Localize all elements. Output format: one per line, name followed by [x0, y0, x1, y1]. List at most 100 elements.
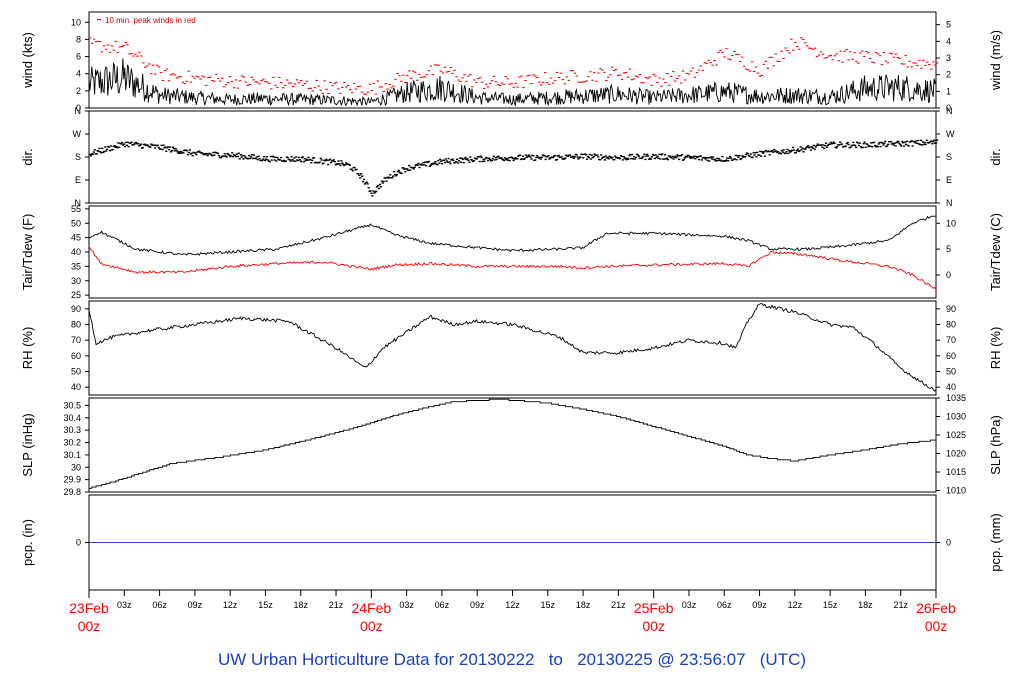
peak-wind-point: [741, 56, 744, 58]
direction-point: [739, 158, 742, 161]
direction-point: [297, 159, 300, 162]
peak-wind-point: [311, 90, 314, 92]
peak-wind-point: [500, 82, 504, 84]
peak-wind-point: [804, 42, 807, 44]
direction-point: [768, 154, 771, 156]
direction-point: [878, 141, 881, 144]
peak-wind-point: [427, 70, 431, 72]
direction-point: [328, 159, 331, 161]
peak-wind-point: [644, 76, 647, 78]
peak-wind-point: [898, 57, 901, 59]
direction-point: [816, 143, 819, 145]
direction-point: [658, 153, 661, 156]
direction-point: [883, 142, 886, 144]
ytick-label-left: 50: [71, 367, 81, 377]
direction-point: [149, 146, 152, 148]
direction-point: [445, 160, 448, 162]
direction-point: [326, 159, 329, 161]
direction-point: [811, 147, 814, 149]
peak-wind-point: [364, 93, 368, 95]
footer-title-suffix: 20130225 @ 23:56:07: [577, 650, 746, 669]
direction-point: [325, 158, 328, 161]
direction-point: [796, 148, 799, 150]
direction-point: [462, 162, 465, 164]
direction-point: [162, 144, 165, 146]
peak-wind-point: [630, 79, 634, 81]
ytick-label-left: 6: [76, 52, 81, 62]
peak-wind-point: [437, 64, 440, 66]
peak-wind-point: [646, 77, 649, 79]
peak-wind-point: [597, 72, 600, 74]
direction-point: [411, 167, 414, 169]
peak-wind-point: [457, 79, 460, 81]
peak-wind-point: [439, 70, 442, 72]
direction-point: [577, 158, 580, 160]
direction-point: [121, 144, 125, 146]
peak-wind-point: [102, 45, 106, 47]
peak-wind-point: [754, 66, 758, 68]
peak-wind-point: [138, 51, 141, 53]
peak-wind-point: [613, 69, 616, 71]
peak-wind-point: [315, 79, 318, 81]
direction-point: [589, 158, 592, 160]
direction-point: [712, 156, 715, 158]
direction-point: [265, 156, 269, 158]
direction-point: [644, 158, 647, 161]
peak-wind-point: [165, 68, 169, 70]
direction-point: [861, 146, 864, 149]
direction-point: [491, 157, 494, 160]
direction-point: [120, 143, 123, 145]
direction-point: [438, 162, 441, 164]
direction-point: [688, 156, 691, 158]
direction-point: [240, 156, 243, 158]
direction-point: [884, 140, 887, 143]
direction-point: [378, 183, 382, 186]
direction-point: [137, 142, 140, 145]
peak-wind-point: [217, 77, 220, 79]
peak-wind-point: [534, 75, 537, 77]
direction-point: [409, 169, 412, 171]
direction-point: [487, 159, 490, 162]
direction-point: [434, 161, 437, 163]
direction-point: [505, 158, 509, 160]
peak-wind-point: [264, 81, 267, 83]
direction-point: [835, 147, 838, 149]
direction-point: [488, 157, 491, 160]
direction-point: [650, 156, 653, 158]
direction-point: [273, 159, 276, 161]
ytick-label-left: 30.3: [63, 425, 81, 435]
direction-point: [692, 157, 695, 159]
direction-point: [882, 144, 885, 146]
x-axis: 03z 06z 09z 12z 15z 18z 21z 03z 06z 09z 12z 15z 18z 2…: [69, 590, 956, 634]
direction-point: [753, 154, 756, 156]
peak-wind-point: [670, 75, 673, 77]
direction-point: [276, 156, 279, 159]
direction-point: [581, 153, 584, 156]
series-mean-wind: [88, 58, 937, 107]
peak-wind-point: [542, 81, 545, 83]
direction-point: [522, 158, 526, 160]
direction-point: [255, 156, 258, 158]
peak-wind-point: [904, 55, 907, 57]
peak-wind-point: [100, 51, 104, 53]
peak-wind-point: [662, 78, 665, 80]
peak-wind-point: [890, 53, 894, 55]
direction-point: [585, 158, 589, 160]
peak-wind-point: [703, 62, 706, 64]
ytick-label-left: 25: [71, 290, 81, 300]
direction-point: [887, 143, 890, 145]
direction-point: [763, 155, 766, 157]
direction-point: [337, 160, 340, 162]
peak-wind-point: [794, 42, 797, 44]
panel-slp: SLP (inHg) SLP (hPa) 29.8 29.9 30 30.1 30.2 30.…: [20, 393, 1003, 497]
direction-point: [370, 192, 373, 194]
direction-point: [666, 158, 669, 161]
direction-point: [507, 157, 510, 159]
direction-point: [756, 151, 759, 154]
annotation-peak: 10 min. peak winds in red: [105, 16, 196, 25]
direction-point: [198, 150, 201, 152]
peak-wind-point: [536, 77, 539, 79]
direction-point: [194, 152, 197, 154]
direction-point: [421, 164, 424, 166]
direction-point: [690, 156, 693, 158]
